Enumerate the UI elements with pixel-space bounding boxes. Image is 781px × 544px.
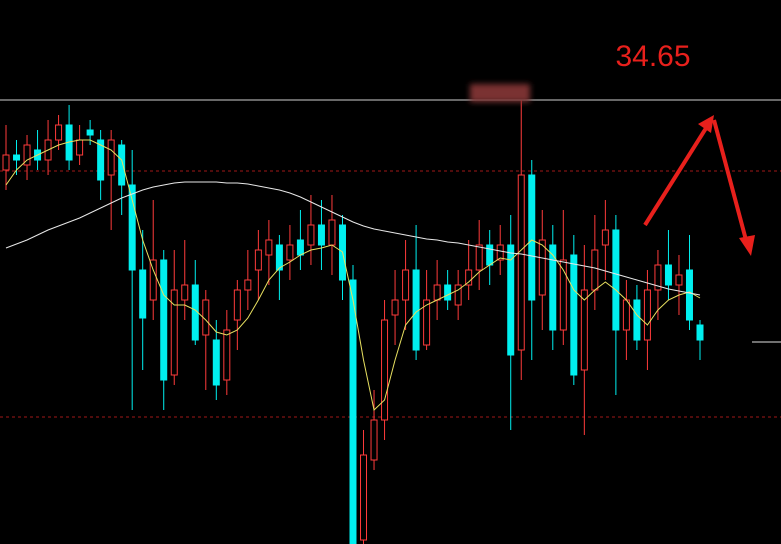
- candle-body: [517, 174, 525, 351]
- candle-body: [170, 289, 178, 376]
- candle-body: [107, 139, 115, 176]
- candle-body: [549, 244, 557, 331]
- candle-body: [664, 264, 672, 286]
- moving-average-line: [5, 181, 701, 296]
- candle-body: [223, 329, 231, 381]
- candle-body: [307, 224, 315, 246]
- candle-body: [286, 244, 294, 261]
- blurred-label: [470, 84, 530, 102]
- candle-body: [444, 284, 452, 301]
- candle-body: [160, 259, 168, 381]
- candle-body: [23, 144, 31, 166]
- candle-body: [538, 239, 546, 296]
- candle-body: [423, 299, 431, 346]
- moving-average-line: [5, 139, 701, 411]
- candle-body: [328, 219, 336, 246]
- candle-body: [622, 299, 630, 331]
- candle-body: [265, 239, 273, 256]
- candle-body: [254, 249, 262, 271]
- candle-body: [675, 274, 683, 286]
- candle-body: [55, 124, 63, 141]
- candle-body: [654, 264, 662, 291]
- price-annotation: 34.65: [615, 40, 690, 73]
- candle-body: [275, 244, 283, 271]
- arrow-down-shaft: [712, 119, 748, 241]
- candle-body: [349, 279, 357, 544]
- candle-body: [118, 144, 126, 186]
- candle-body: [496, 244, 504, 261]
- candle-body: [685, 269, 693, 321]
- candle-body: [149, 259, 157, 301]
- candle-body: [612, 229, 620, 331]
- candle-body: [633, 299, 641, 341]
- candle-body: [570, 254, 578, 376]
- candle-body: [2, 154, 10, 171]
- candle-body: [475, 244, 483, 271]
- candle-body: [559, 259, 567, 331]
- candle-body: [181, 284, 189, 301]
- candle-body: [128, 184, 136, 271]
- candle-body: [433, 284, 441, 301]
- candle-body: [370, 419, 378, 461]
- candle-body: [296, 239, 304, 256]
- candle-body: [76, 139, 84, 156]
- candle-body: [86, 129, 94, 136]
- candle-body: [696, 324, 704, 341]
- candle-body: [360, 454, 368, 541]
- arrow-up-shaft: [643, 123, 710, 227]
- arrow-down-head: [739, 235, 755, 256]
- candle-body: [580, 289, 588, 371]
- candle-body: [233, 289, 241, 321]
- candle-body: [591, 249, 599, 291]
- candle-body: [465, 269, 473, 286]
- candle-body: [601, 229, 609, 246]
- candle-body: [212, 339, 220, 386]
- candle-body: [528, 174, 536, 301]
- candle-body: [391, 299, 399, 316]
- candle-body: [412, 269, 420, 351]
- candle-body: [486, 244, 494, 266]
- candle-body: [507, 244, 515, 356]
- arrow: [643, 115, 755, 256]
- plot-area: [0, 99, 781, 544]
- candle-body: [402, 269, 410, 301]
- candle-body: [643, 289, 651, 341]
- arrow-up-head: [698, 115, 714, 133]
- candle-body: [244, 279, 252, 291]
- candle-body: [454, 284, 462, 306]
- candle-body: [13, 154, 21, 161]
- candle-body: [317, 224, 325, 246]
- candle-body: [139, 269, 147, 319]
- candle-body: [381, 319, 389, 421]
- candle-body: [97, 139, 105, 181]
